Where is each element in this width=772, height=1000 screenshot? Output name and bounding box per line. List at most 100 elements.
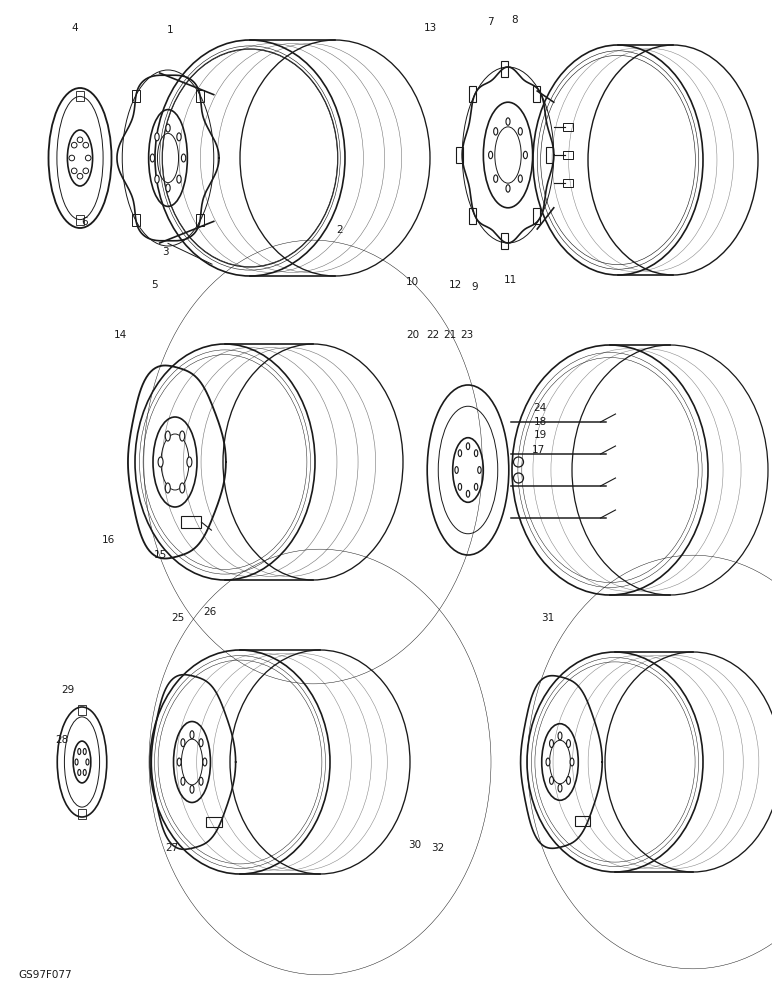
Bar: [76, 215, 84, 225]
Text: 2: 2: [337, 225, 344, 235]
Ellipse shape: [165, 431, 171, 441]
Text: 29: 29: [62, 685, 75, 695]
Bar: [563, 151, 573, 159]
Text: 26: 26: [203, 607, 217, 617]
Ellipse shape: [493, 128, 498, 135]
Ellipse shape: [181, 739, 185, 747]
Ellipse shape: [567, 740, 571, 747]
Text: 25: 25: [171, 613, 185, 623]
Ellipse shape: [155, 175, 159, 183]
Ellipse shape: [78, 769, 81, 776]
Ellipse shape: [518, 175, 523, 182]
Text: 6: 6: [82, 217, 88, 227]
Ellipse shape: [493, 175, 498, 182]
Ellipse shape: [166, 124, 170, 132]
Text: 8: 8: [512, 15, 518, 25]
Ellipse shape: [165, 483, 171, 493]
Bar: [469, 208, 476, 224]
Ellipse shape: [523, 151, 527, 159]
Ellipse shape: [180, 431, 185, 441]
Ellipse shape: [177, 175, 181, 183]
Ellipse shape: [558, 732, 562, 740]
Bar: [501, 233, 508, 249]
Text: 7: 7: [486, 17, 493, 27]
Ellipse shape: [86, 759, 89, 765]
Bar: [196, 90, 205, 102]
Bar: [456, 147, 463, 163]
Text: 20: 20: [406, 330, 419, 340]
Circle shape: [69, 155, 75, 161]
Ellipse shape: [83, 769, 86, 776]
Bar: [533, 86, 540, 102]
Circle shape: [71, 142, 77, 148]
Ellipse shape: [478, 467, 481, 473]
Ellipse shape: [83, 748, 86, 755]
Ellipse shape: [203, 758, 207, 766]
Bar: [132, 214, 140, 226]
Bar: [78, 809, 86, 819]
Bar: [533, 208, 540, 224]
Text: 22: 22: [426, 330, 439, 340]
Ellipse shape: [155, 133, 159, 141]
Ellipse shape: [550, 740, 554, 747]
Text: 10: 10: [405, 277, 418, 287]
Ellipse shape: [474, 483, 478, 490]
Bar: [546, 147, 553, 163]
Circle shape: [83, 142, 89, 148]
Bar: [78, 705, 86, 715]
Bar: [76, 91, 84, 101]
Ellipse shape: [178, 758, 181, 766]
Ellipse shape: [180, 483, 185, 493]
Ellipse shape: [570, 758, 574, 766]
Ellipse shape: [518, 128, 523, 135]
Ellipse shape: [567, 777, 571, 784]
Bar: [563, 179, 573, 187]
Text: 23: 23: [460, 330, 474, 340]
Ellipse shape: [75, 759, 78, 765]
Text: 24: 24: [533, 403, 547, 413]
Ellipse shape: [151, 154, 154, 162]
Ellipse shape: [78, 748, 81, 755]
Text: 31: 31: [541, 613, 554, 623]
Text: GS97F077: GS97F077: [18, 970, 72, 980]
Text: 9: 9: [472, 282, 479, 292]
Text: 18: 18: [533, 417, 547, 427]
Ellipse shape: [187, 457, 192, 467]
Bar: [132, 90, 140, 102]
Ellipse shape: [199, 777, 203, 785]
Ellipse shape: [181, 777, 185, 785]
Text: 13: 13: [423, 23, 437, 33]
Bar: [501, 61, 508, 77]
Ellipse shape: [466, 490, 469, 497]
Circle shape: [77, 173, 83, 179]
Ellipse shape: [166, 184, 170, 192]
Text: 15: 15: [154, 550, 167, 560]
Text: 14: 14: [113, 330, 127, 340]
Text: 12: 12: [449, 280, 462, 290]
Ellipse shape: [459, 450, 462, 457]
Text: 17: 17: [531, 445, 544, 455]
Text: 32: 32: [432, 843, 445, 853]
Text: 1: 1: [167, 25, 173, 35]
Text: 4: 4: [72, 23, 78, 33]
Text: 11: 11: [503, 275, 516, 285]
Ellipse shape: [550, 777, 554, 784]
Ellipse shape: [158, 457, 163, 467]
Text: 27: 27: [165, 843, 178, 853]
Ellipse shape: [546, 758, 550, 766]
Ellipse shape: [190, 785, 194, 793]
Ellipse shape: [506, 118, 510, 125]
Ellipse shape: [506, 185, 510, 192]
Bar: [196, 214, 205, 226]
Bar: [563, 123, 573, 131]
Ellipse shape: [459, 483, 462, 490]
Text: 16: 16: [101, 535, 114, 545]
Ellipse shape: [466, 443, 469, 450]
Ellipse shape: [455, 467, 459, 473]
Ellipse shape: [190, 731, 194, 739]
Bar: [469, 86, 476, 102]
Text: 21: 21: [443, 330, 456, 340]
Ellipse shape: [177, 133, 181, 141]
Text: 28: 28: [56, 735, 69, 745]
Circle shape: [86, 155, 91, 161]
